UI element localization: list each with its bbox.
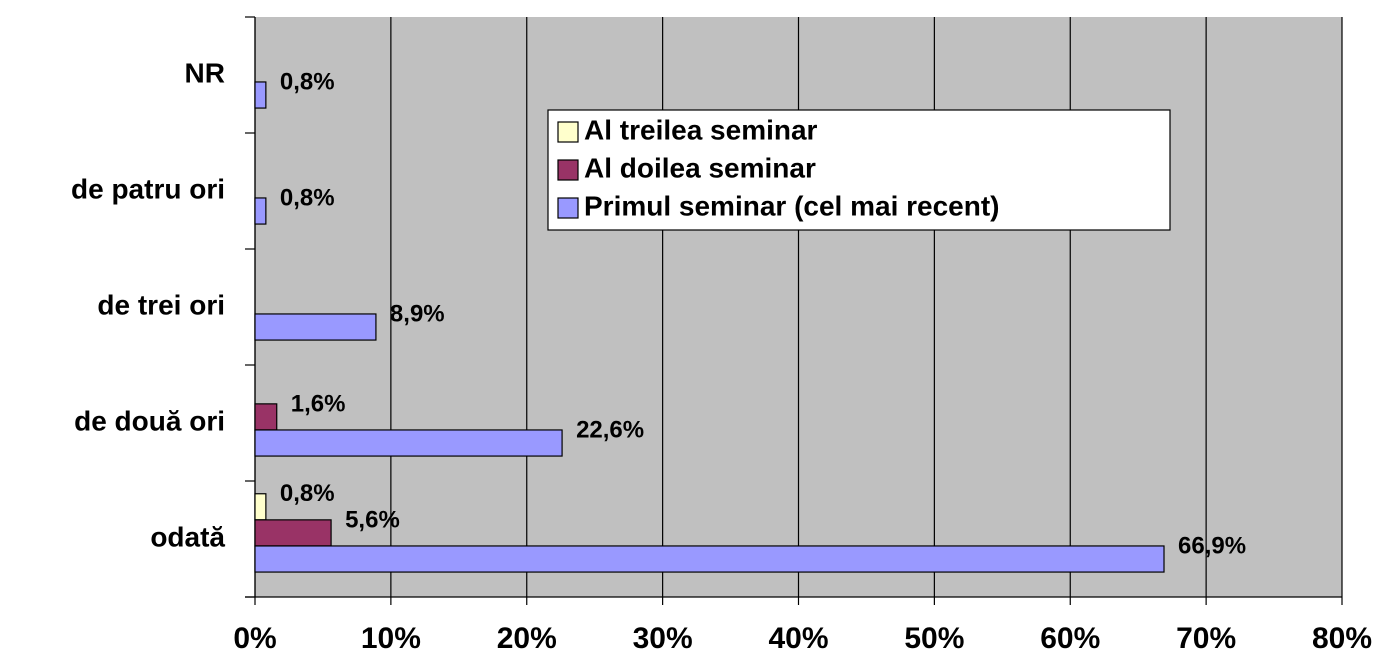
data-label: 0,8%: [280, 68, 335, 95]
legend-swatch: [557, 121, 579, 143]
legend-label: Primul seminar (cel mai recent): [584, 190, 1000, 221]
x-tick-label: 80%: [1312, 622, 1372, 655]
category-label: de trei ori: [97, 289, 225, 320]
data-label: 0,8%: [280, 480, 335, 507]
data-label: 22,6%: [576, 416, 644, 443]
x-tick-label: 70%: [1176, 622, 1236, 655]
legend-box: [547, 109, 1171, 231]
legend-label: Al doilea seminar: [584, 152, 816, 183]
x-tick-label: 50%: [904, 622, 964, 655]
category-label: NR: [185, 57, 225, 88]
x-tick-label: 40%: [768, 622, 828, 655]
legend-swatch: [557, 197, 579, 219]
x-tick-label: 30%: [633, 622, 693, 655]
category-label: odată: [150, 521, 225, 552]
legend-swatch: [557, 159, 579, 181]
bar: [254, 81, 267, 109]
bar: [254, 429, 563, 457]
legend-label: Al treilea seminar: [584, 114, 818, 145]
x-tick-label: 60%: [1040, 622, 1100, 655]
bar: [254, 545, 1165, 573]
x-tick-label: 0%: [233, 622, 276, 655]
x-tick-label: 10%: [361, 622, 421, 655]
data-label: 0,8%: [280, 184, 335, 211]
bar: [254, 403, 278, 431]
category-label: de patru ori: [71, 173, 225, 204]
x-tick-label: 20%: [497, 622, 557, 655]
data-label: 66,9%: [1178, 532, 1246, 559]
bar: [254, 313, 377, 341]
data-label: 8,9%: [390, 300, 445, 327]
data-label: 5,6%: [345, 506, 400, 533]
category-label: de două ori: [74, 405, 225, 436]
data-label: 1,6%: [291, 390, 346, 417]
bar: [254, 493, 267, 521]
bar: [254, 197, 267, 225]
bar: [254, 519, 332, 547]
